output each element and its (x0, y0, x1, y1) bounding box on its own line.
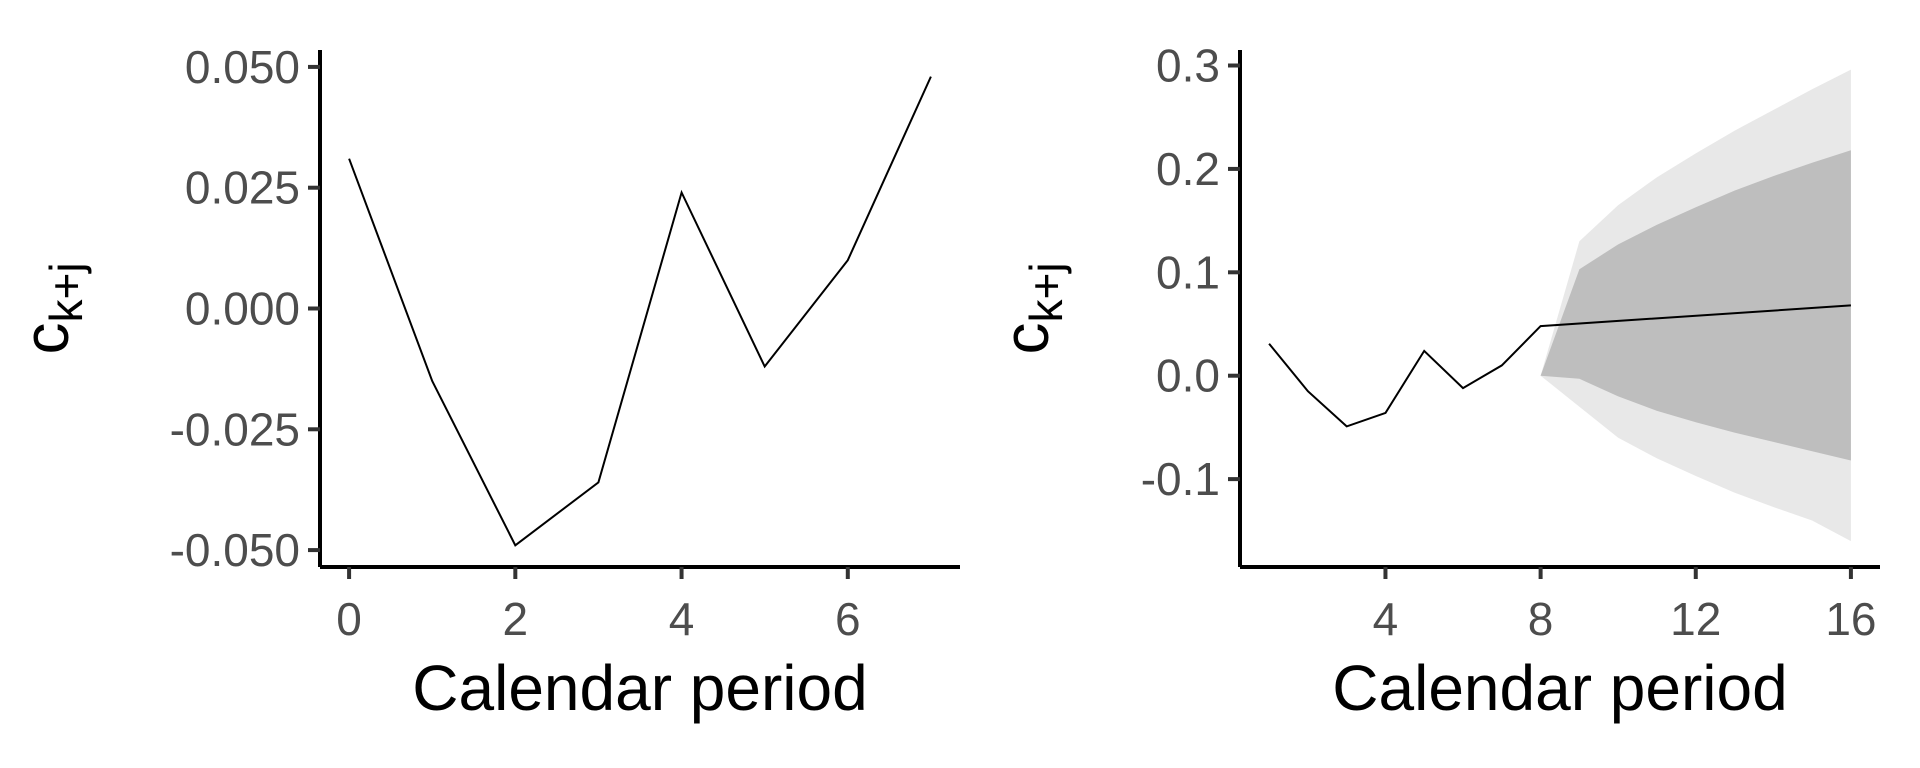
y-tick-label: 0.025 (185, 162, 300, 214)
y-tick-label: -0.025 (170, 403, 300, 455)
x-tick-label: 0 (336, 593, 362, 645)
forecast-band-1 (1540, 150, 1851, 461)
left-panel: -0.050 -0.025 0.000 0.025 0.050 0 2 4 6 Calendar … (10, 41, 960, 724)
y-tick-label: 0.0 (1156, 350, 1220, 402)
x-axis-title: Calendar period (1332, 652, 1787, 724)
series-line-0 (1268, 304, 1851, 428)
x-tick-label: 4 (669, 593, 695, 645)
x-tick-label: 16 (1825, 593, 1876, 645)
y-axis-title: ck+j (10, 262, 92, 354)
series-line-0 (348, 76, 932, 547)
y-axis-title-base: c (990, 323, 1062, 355)
y-tick-label: 0.2 (1156, 143, 1220, 195)
y-tick-label: 0.050 (185, 41, 300, 93)
y-tick-label: -0.1 (1141, 453, 1220, 505)
x-axis-title: Calendar period (412, 652, 867, 724)
right-panel: -0.1 0.0 0.1 0.2 0.3 4 8 12 16 Calendar period ck+… (990, 40, 1880, 724)
x-tick-label: 8 (1528, 593, 1554, 645)
x-tick-label: 12 (1670, 593, 1721, 645)
y-axis-title-base: c (10, 323, 82, 355)
y-tick-label: -0.050 (170, 524, 300, 576)
y-tick-label: 0.000 (185, 283, 300, 335)
y-axis-title-subscript: k+j (1020, 262, 1072, 322)
x-tick-label: 6 (835, 593, 861, 645)
y-axis-title-subscript: k+j (40, 262, 92, 322)
x-tick-label: 4 (1373, 593, 1399, 645)
y-tick-label: 0.1 (1156, 246, 1220, 298)
y-tick-label: 0.3 (1156, 40, 1220, 92)
y-axis-title: ck+j (990, 262, 1072, 354)
x-tick-label: 2 (503, 593, 529, 645)
